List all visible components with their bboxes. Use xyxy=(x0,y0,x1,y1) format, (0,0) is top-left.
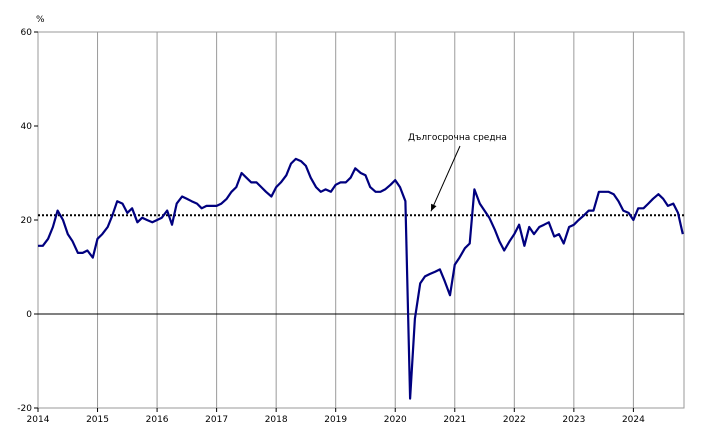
x-tick-label: 2014 xyxy=(27,415,50,425)
y-unit-label: % xyxy=(36,15,45,25)
x-axis: 2014 2015 2016 2017 2018 2019 2020 2021 2022 2023… xyxy=(27,408,645,425)
y-tick-label: 60 xyxy=(21,28,33,38)
annotation-arrow xyxy=(430,145,461,212)
x-tick-label: 2019 xyxy=(324,415,347,425)
series-line xyxy=(38,157,684,400)
y-tick-label: 20 xyxy=(21,216,33,226)
plot-area xyxy=(37,31,685,409)
x-tick-label: 2018 xyxy=(265,415,288,425)
x-tick-label: 2022 xyxy=(503,415,526,425)
x-tick-label: 2020 xyxy=(384,415,407,425)
y-tick-label: 40 xyxy=(21,122,33,132)
year-grid-lines xyxy=(97,32,634,408)
x-tick-label: 2015 xyxy=(86,415,109,425)
x-tick-label: 2017 xyxy=(205,415,228,425)
y-axis: -20 0 20 40 60 xyxy=(17,28,38,414)
annotation-arrowhead xyxy=(431,203,437,212)
y-tick-label: -20 xyxy=(17,404,32,414)
annotation-label: Дългосрочна средна xyxy=(408,133,507,143)
x-tick-label: 2023 xyxy=(562,415,585,425)
x-tick-label: 2021 xyxy=(443,415,466,425)
y-tick-label: 0 xyxy=(26,310,32,320)
x-tick-label: 2016 xyxy=(146,415,169,425)
x-tick-label: 2024 xyxy=(622,415,645,425)
